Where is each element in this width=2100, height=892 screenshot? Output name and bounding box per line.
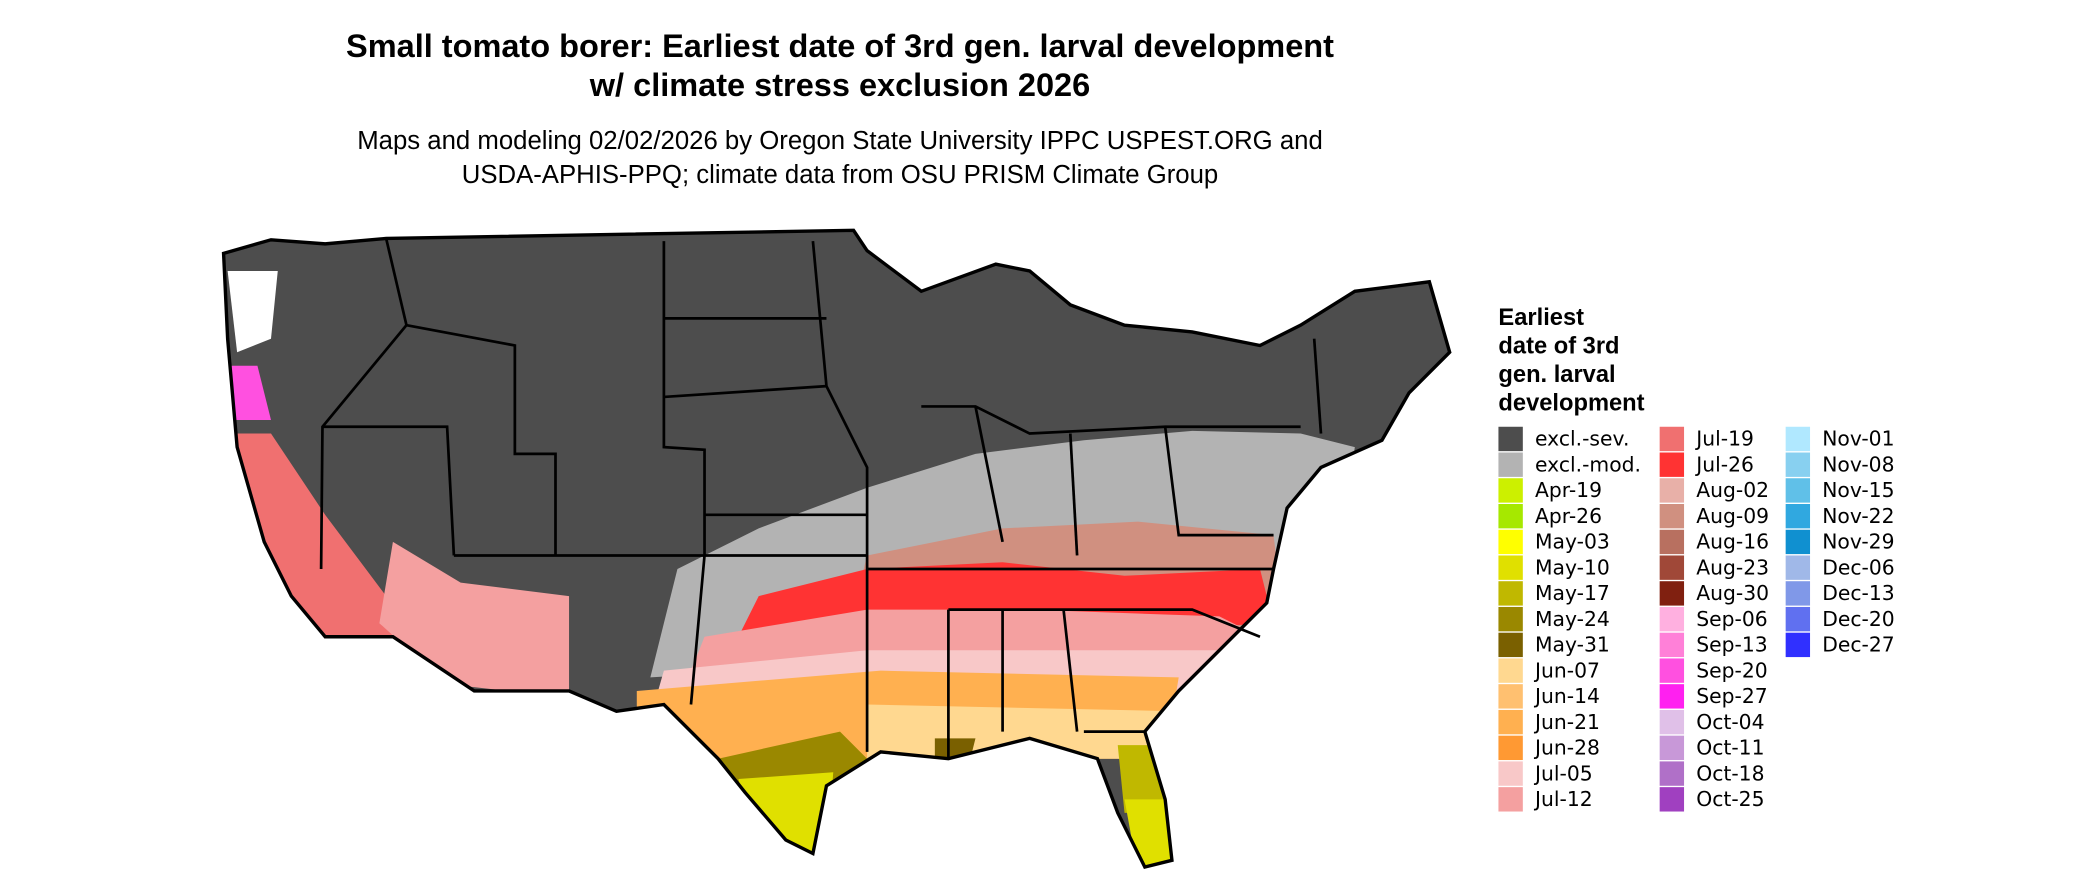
legend-swatch [1498,684,1523,709]
legend-swatch [1785,503,1811,529]
legend-label: Sep-06 [1696,607,1767,631]
legend-label: Jun-14 [1533,684,1600,708]
legend-label: Aug-30 [1696,581,1769,605]
legend-label: Nov-08 [1822,452,1894,476]
legend-swatch [1659,684,1685,709]
legend-title: gen. larval [1498,362,1615,388]
legend-swatch [1659,709,1685,735]
legend-title: development [1498,391,1644,417]
subtitle: USDA-APHIS-PPQ; climate data from OSU PR… [462,161,1219,189]
subtitle: Maps and modeling 02/02/2026 by Oregon S… [357,127,1323,155]
legend-label: May-03 [1535,530,1610,554]
legend-label: Jun-21 [1533,710,1600,734]
legend-label: Dec-27 [1822,633,1894,657]
legend-label: Dec-06 [1822,555,1894,579]
legend-label: Apr-19 [1535,478,1602,502]
legend-swatch [1785,555,1811,580]
legend-label: Aug-23 [1696,555,1769,579]
legend-label: Jul-19 [1694,427,1754,451]
legend-label: Sep-13 [1696,633,1767,657]
legend-swatch [1785,478,1811,503]
legend-label: Apr-26 [1535,504,1602,528]
legend-title: date of 3rd [1498,334,1619,360]
legend-label: excl.-mod. [1535,452,1641,476]
legend-swatch [1659,787,1685,812]
legend-label: Nov-01 [1822,427,1894,451]
legend-swatch [1498,452,1523,477]
legend-swatch [1498,632,1523,658]
legend-label: Oct-18 [1696,761,1764,785]
legend-label: Jul-12 [1533,787,1593,811]
legend-swatch [1785,452,1811,477]
legend-label: Oct-25 [1696,787,1764,811]
legend-swatch [1659,735,1685,761]
legend-label: Jun-07 [1533,658,1600,682]
legend-swatch [1785,606,1811,632]
legend-label: Oct-11 [1696,736,1764,760]
legend-label: Aug-09 [1696,504,1769,528]
legend-label: Jun-28 [1533,736,1600,760]
legend-swatch [1659,426,1685,452]
legend-swatch [1498,761,1523,786]
legend: Earliest date of 3rd gen. larval develop… [1498,305,1895,812]
legend-swatch [1659,555,1685,580]
legend-swatch [1659,478,1685,503]
legend-label: Sep-20 [1696,658,1767,682]
legend-swatch [1498,503,1523,529]
legend-label: Jul-26 [1694,452,1754,476]
legend-swatch [1498,658,1523,683]
legend-swatch [1498,426,1523,452]
legend-swatch [1659,761,1685,786]
legend-swatch [1785,581,1811,606]
legend-swatch [1785,426,1811,452]
title: Small tomato borer: Earliest date of 3rd… [346,28,1334,64]
legend-swatch [1659,606,1685,632]
legend-swatch [1659,658,1685,683]
legend-label: Dec-13 [1822,581,1894,605]
legend-swatch [1498,787,1523,812]
legend-swatch [1498,581,1523,606]
title: w/ climate stress exclusion 2026 [589,67,1090,103]
legend-title: Earliest [1498,305,1584,331]
legend-swatch [1659,581,1685,606]
legend-label: May-31 [1535,633,1610,657]
legend-label: Sep-27 [1696,684,1767,708]
legend-swatch [1498,555,1523,580]
legend-swatch [1498,478,1523,503]
legend-swatch [1498,529,1523,555]
legend-label: Oct-04 [1696,710,1764,734]
legend-label: May-24 [1535,607,1610,631]
legend-label: Nov-15 [1822,478,1894,502]
legend-swatch [1498,606,1523,632]
legend-swatch [1659,529,1685,555]
legend-label: May-17 [1535,581,1610,605]
legend-swatch [1659,632,1685,658]
legend-swatch [1785,632,1811,658]
legend-label: Dec-20 [1822,607,1894,631]
legend-swatch [1785,529,1811,555]
legend-label: excl.-sev. [1535,427,1629,451]
legend-label: May-10 [1535,555,1610,579]
legend-label: Nov-22 [1822,504,1894,528]
legend-label: Jul-05 [1533,761,1593,785]
legend-swatch [1498,735,1523,761]
legend-swatch [1498,709,1523,735]
legend-swatch [1659,503,1685,529]
legend-label: Aug-16 [1696,530,1769,554]
state-borders [319,238,1323,759]
legend-label: Nov-29 [1822,530,1894,554]
legend-swatch [1659,452,1685,477]
legend-label: Aug-02 [1696,478,1769,502]
